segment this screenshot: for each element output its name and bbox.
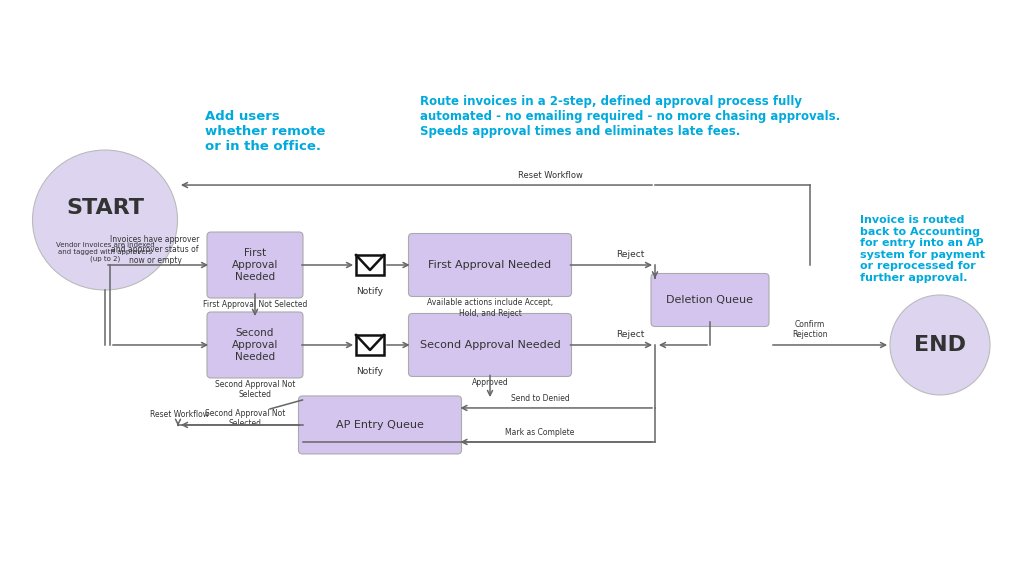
Text: Approved: Approved bbox=[472, 378, 508, 388]
Text: Vendor Invoices are indexed
and tagged with approvers
(up to 2): Vendor Invoices are indexed and tagged w… bbox=[55, 242, 155, 262]
Text: Second Approval Not
Selected: Second Approval Not Selected bbox=[215, 380, 295, 399]
Text: First Approval Needed: First Approval Needed bbox=[428, 260, 552, 270]
Text: Notify: Notify bbox=[356, 367, 384, 376]
FancyBboxPatch shape bbox=[207, 232, 303, 298]
FancyBboxPatch shape bbox=[207, 312, 303, 378]
Text: Available actions include Accept,
Hold, and Reject: Available actions include Accept, Hold, … bbox=[427, 298, 553, 318]
FancyBboxPatch shape bbox=[409, 233, 571, 297]
Text: Notify: Notify bbox=[356, 287, 384, 296]
Text: Route invoices in a 2-step, defined approval process fully
automated - no emaili: Route invoices in a 2-step, defined appr… bbox=[420, 95, 841, 138]
Ellipse shape bbox=[33, 150, 177, 290]
FancyBboxPatch shape bbox=[409, 313, 571, 377]
Text: Send to Denied: Send to Denied bbox=[511, 394, 569, 403]
Text: Reset Workflow: Reset Workflow bbox=[517, 171, 583, 180]
Text: Second Approval Needed: Second Approval Needed bbox=[420, 340, 560, 350]
Text: Invoices have approver
and approver status of
now or empty: Invoices have approver and approver stat… bbox=[111, 235, 200, 265]
Text: First Approval Not Selected: First Approval Not Selected bbox=[203, 300, 307, 309]
Text: First
Approval
Needed: First Approval Needed bbox=[231, 248, 279, 282]
FancyBboxPatch shape bbox=[356, 255, 384, 275]
Text: Confirm
Rejection: Confirm Rejection bbox=[793, 320, 827, 339]
Text: AP Entry Queue: AP Entry Queue bbox=[336, 420, 424, 430]
FancyBboxPatch shape bbox=[299, 396, 462, 454]
Text: END: END bbox=[914, 335, 966, 355]
Ellipse shape bbox=[890, 295, 990, 395]
FancyBboxPatch shape bbox=[651, 274, 769, 327]
Text: Deletion Queue: Deletion Queue bbox=[667, 295, 754, 305]
Text: Second Approval Not
Selected: Second Approval Not Selected bbox=[205, 409, 286, 429]
Text: Invoice is routed
back to Accounting
for entry into an AP
system for payment
or : Invoice is routed back to Accounting for… bbox=[860, 215, 985, 283]
Text: START: START bbox=[66, 198, 144, 218]
Text: Mark as Complete: Mark as Complete bbox=[505, 428, 574, 437]
Text: Add users
whether remote
or in the office.: Add users whether remote or in the offic… bbox=[205, 110, 326, 153]
FancyBboxPatch shape bbox=[356, 335, 384, 355]
Text: Reject: Reject bbox=[615, 250, 644, 259]
Text: Reject: Reject bbox=[615, 330, 644, 339]
Text: Second
Approval
Needed: Second Approval Needed bbox=[231, 328, 279, 362]
Text: Reset Workflow: Reset Workflow bbox=[151, 410, 210, 419]
